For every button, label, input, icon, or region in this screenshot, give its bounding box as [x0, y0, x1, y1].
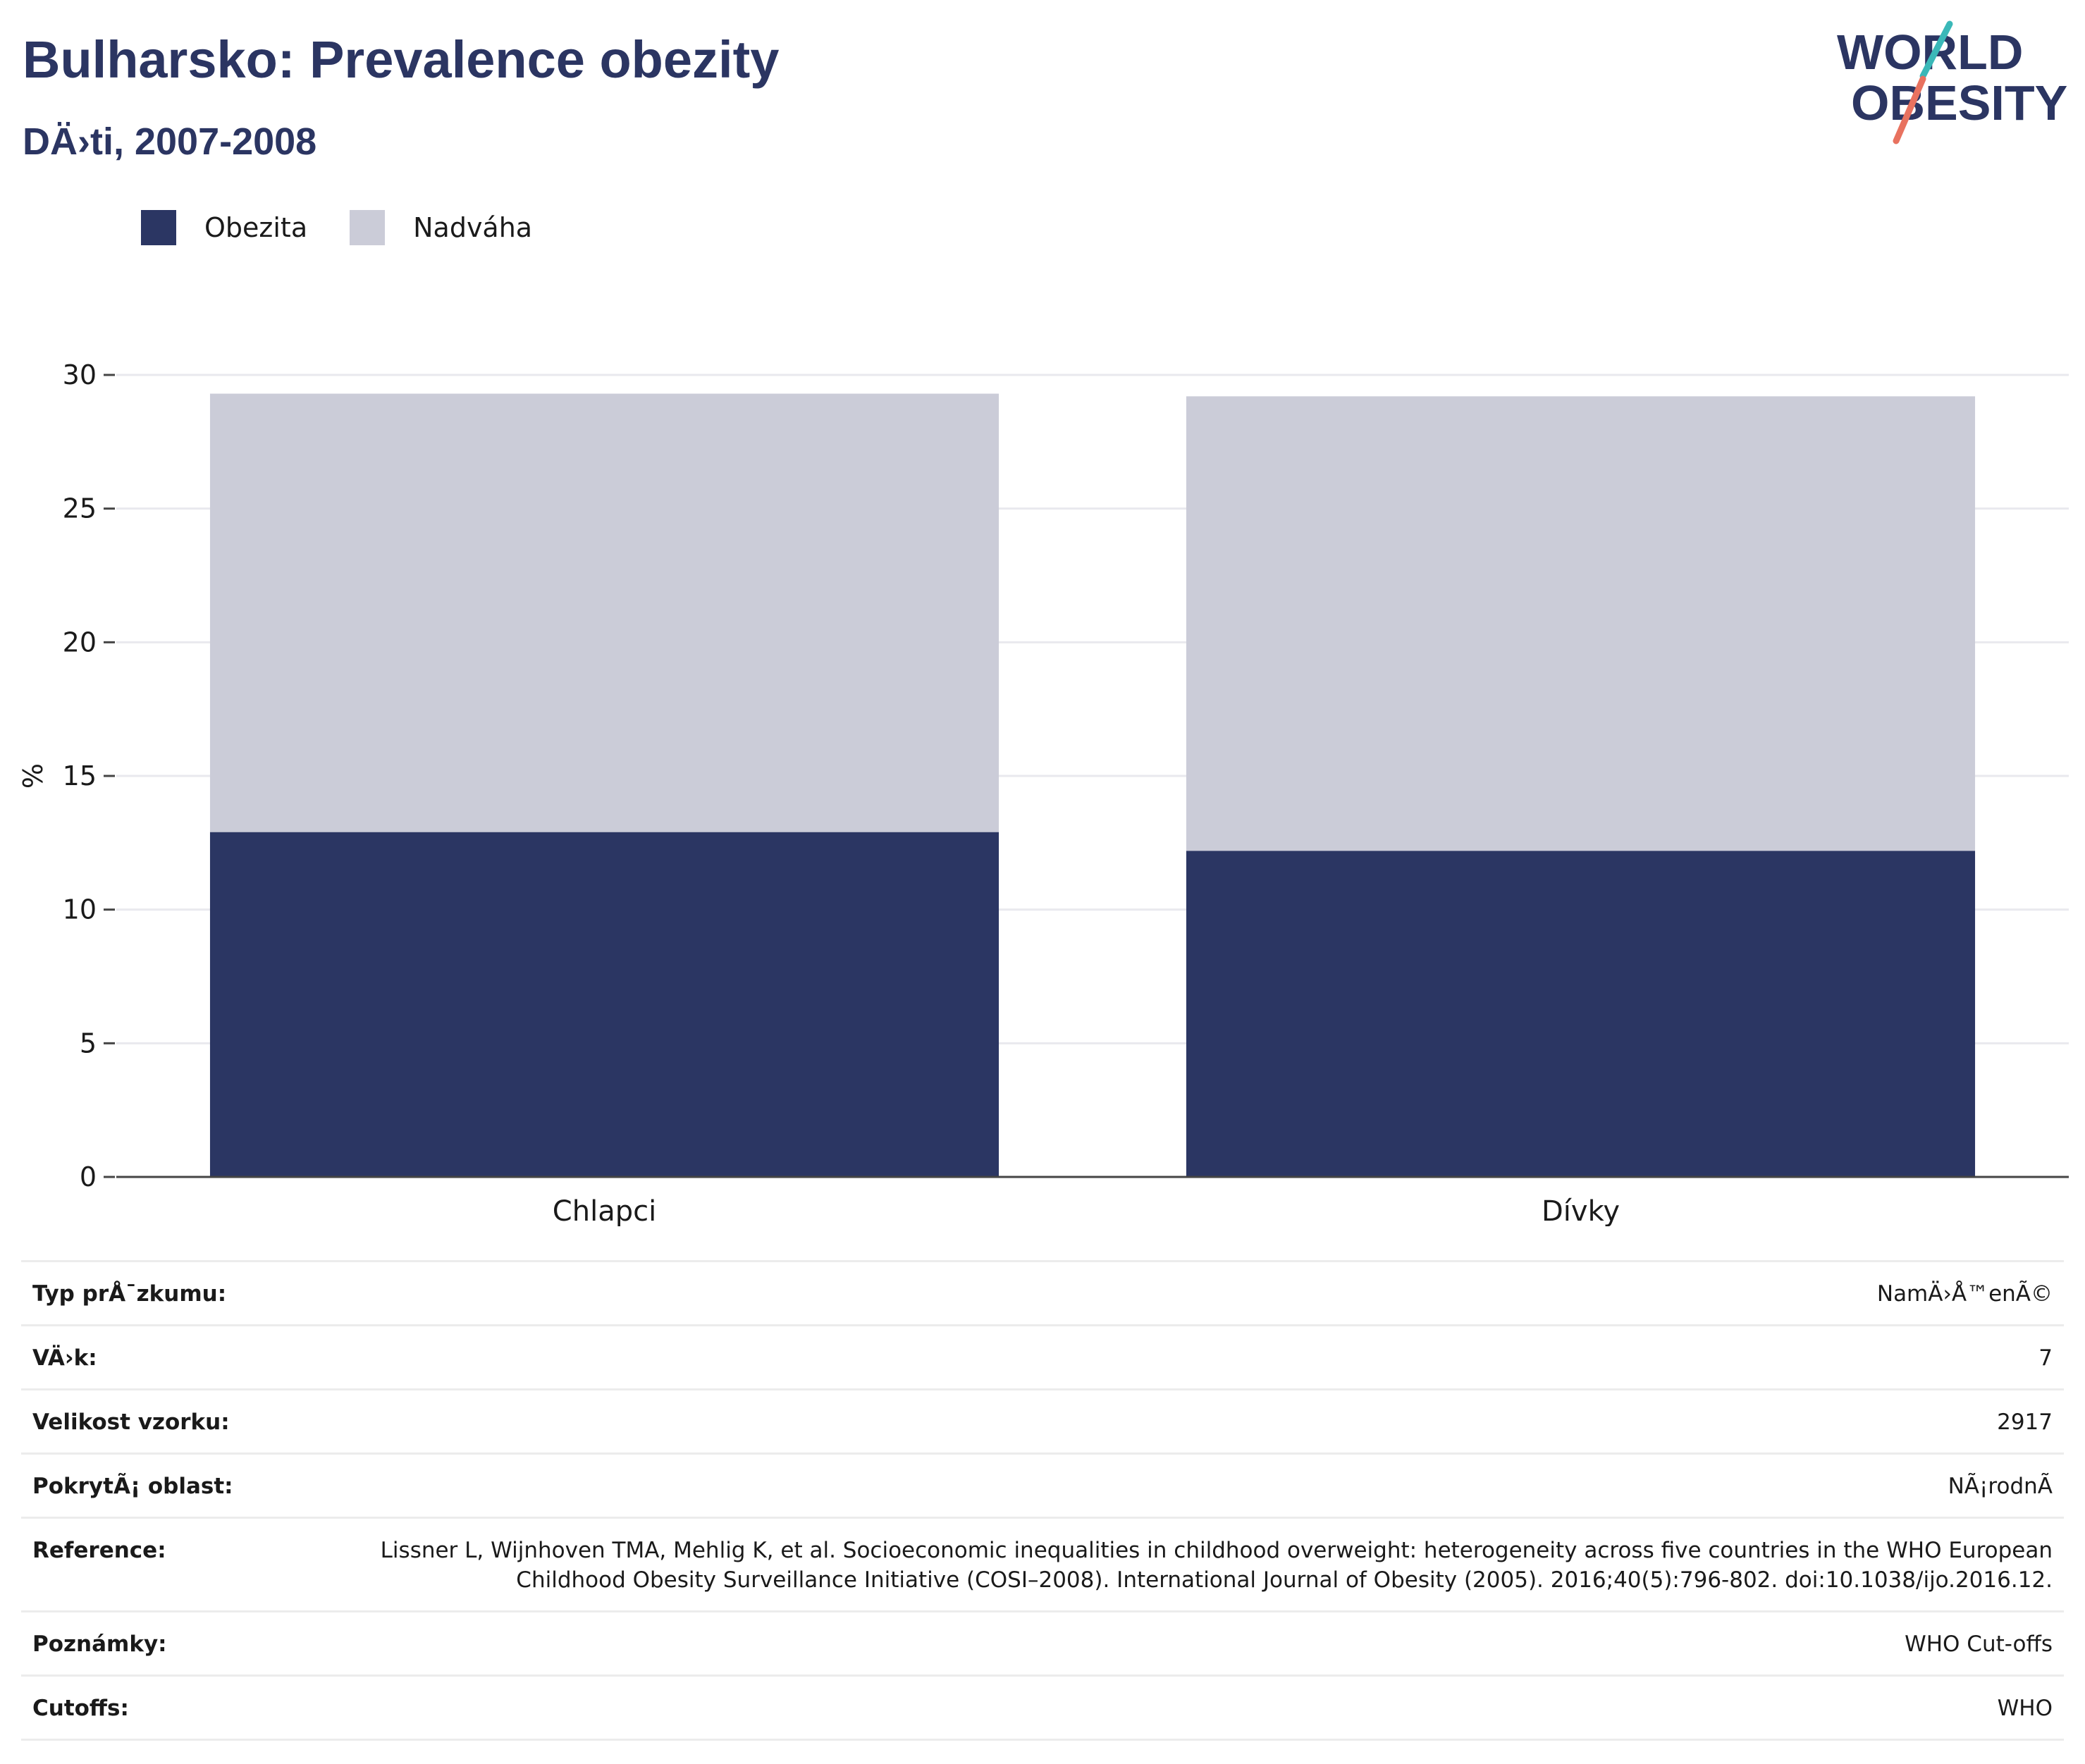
chart-legend: Obezita Nadváha — [141, 208, 574, 247]
chart-title: Bulharsko: Prevalence obezity — [23, 30, 780, 89]
x-tick-label: Dívky — [1542, 1195, 1620, 1226]
info-value: 7 — [2038, 1345, 2053, 1371]
y-tick-label: 25 — [63, 493, 97, 524]
y-tick-label: 15 — [63, 760, 97, 791]
info-value: 2917 — [1997, 1410, 2053, 1435]
info-row: Velikost vzorku: 2917 — [21, 1389, 2064, 1454]
chart-subtitle: DÄ›ti, 2007-2008 — [23, 121, 317, 163]
info-row: VÄ›k: 7 — [21, 1325, 2064, 1390]
x-tick-label: Chlapci — [553, 1195, 656, 1226]
legend-label-nadvaha: Nadváha — [413, 212, 533, 243]
info-row: Reference: Lissner L, Wijnhoven TMA, Mehl… — [21, 1517, 2064, 1612]
y-tick-label: 10 — [63, 894, 97, 925]
info-value: Lissner L, Wijnhoven TMA, Mehlig K, et a… — [380, 1538, 2053, 1593]
bar-obezita-0 — [209, 832, 1000, 1177]
y-tick-label: 5 — [80, 1028, 97, 1059]
bar-chart: 0 5 10 15 20 25 30% Chlapci Dívky — [18, 359, 2069, 1226]
info-key: Typ prÅ¯zkumu: — [32, 1281, 227, 1307]
legend-item-obezita[interactable]: Obezita — [141, 210, 307, 245]
info-key: Velikost vzorku: — [32, 1410, 230, 1435]
info-key: Reference: — [32, 1538, 166, 1563]
info-key: VÄ›k: — [32, 1345, 97, 1371]
world-obesity-logo: WORLD OBESITY — [1837, 20, 2067, 144]
y-tick-label: 30 — [63, 359, 97, 390]
logo-word-obesity: OBESITY — [1851, 75, 2067, 130]
info-key: Cutoffs: — [32, 1696, 129, 1721]
y-tick-label: 20 — [63, 627, 97, 658]
y-tick-label: 0 — [80, 1161, 97, 1192]
bar-nadvaha-0 — [209, 393, 1000, 832]
info-value: WHO Cut-offs — [1905, 1632, 2053, 1657]
info-row: Cutoffs: WHO — [21, 1675, 2064, 1740]
logo-slash-coral — [1893, 75, 1926, 144]
bar-obezita-1 — [1186, 851, 1976, 1177]
info-value: NÃ¡rodnÃ — [1948, 1474, 2053, 1499]
info-row: PokrytÃ¡ oblast: NÃ¡rodnÃ — [21, 1453, 2064, 1518]
info-key: Poznámky: — [32, 1632, 167, 1657]
logo-word-world: WORLD — [1837, 25, 2023, 80]
legend-swatch-nadvaha — [350, 210, 386, 245]
info-table: Typ prÅ¯zkumu: NamÄ›Å™enÃ© VÄ›k: 7 Velikost … — [21, 1260, 2064, 1741]
info-value: WHO — [1997, 1696, 2053, 1721]
legend-label-obezita: Obezita — [204, 212, 308, 243]
info-key: PokrytÃ¡ oblast: — [32, 1474, 233, 1499]
legend-item-nadvaha[interactable]: Nadváha — [350, 210, 532, 245]
info-value: NamÄ›Å™enÃ© — [1876, 1281, 2053, 1307]
legend-swatch-obezita — [141, 210, 176, 245]
info-row: Poznámky: WHO Cut-offs — [21, 1611, 2064, 1676]
bar-nadvaha-1 — [1186, 396, 1976, 851]
info-row: Typ prÅ¯zkumu: NamÄ›Å™enÃ© — [21, 1261, 2064, 1326]
y-axis-label: % — [18, 763, 49, 789]
logo-slash-teal — [1919, 20, 1953, 80]
